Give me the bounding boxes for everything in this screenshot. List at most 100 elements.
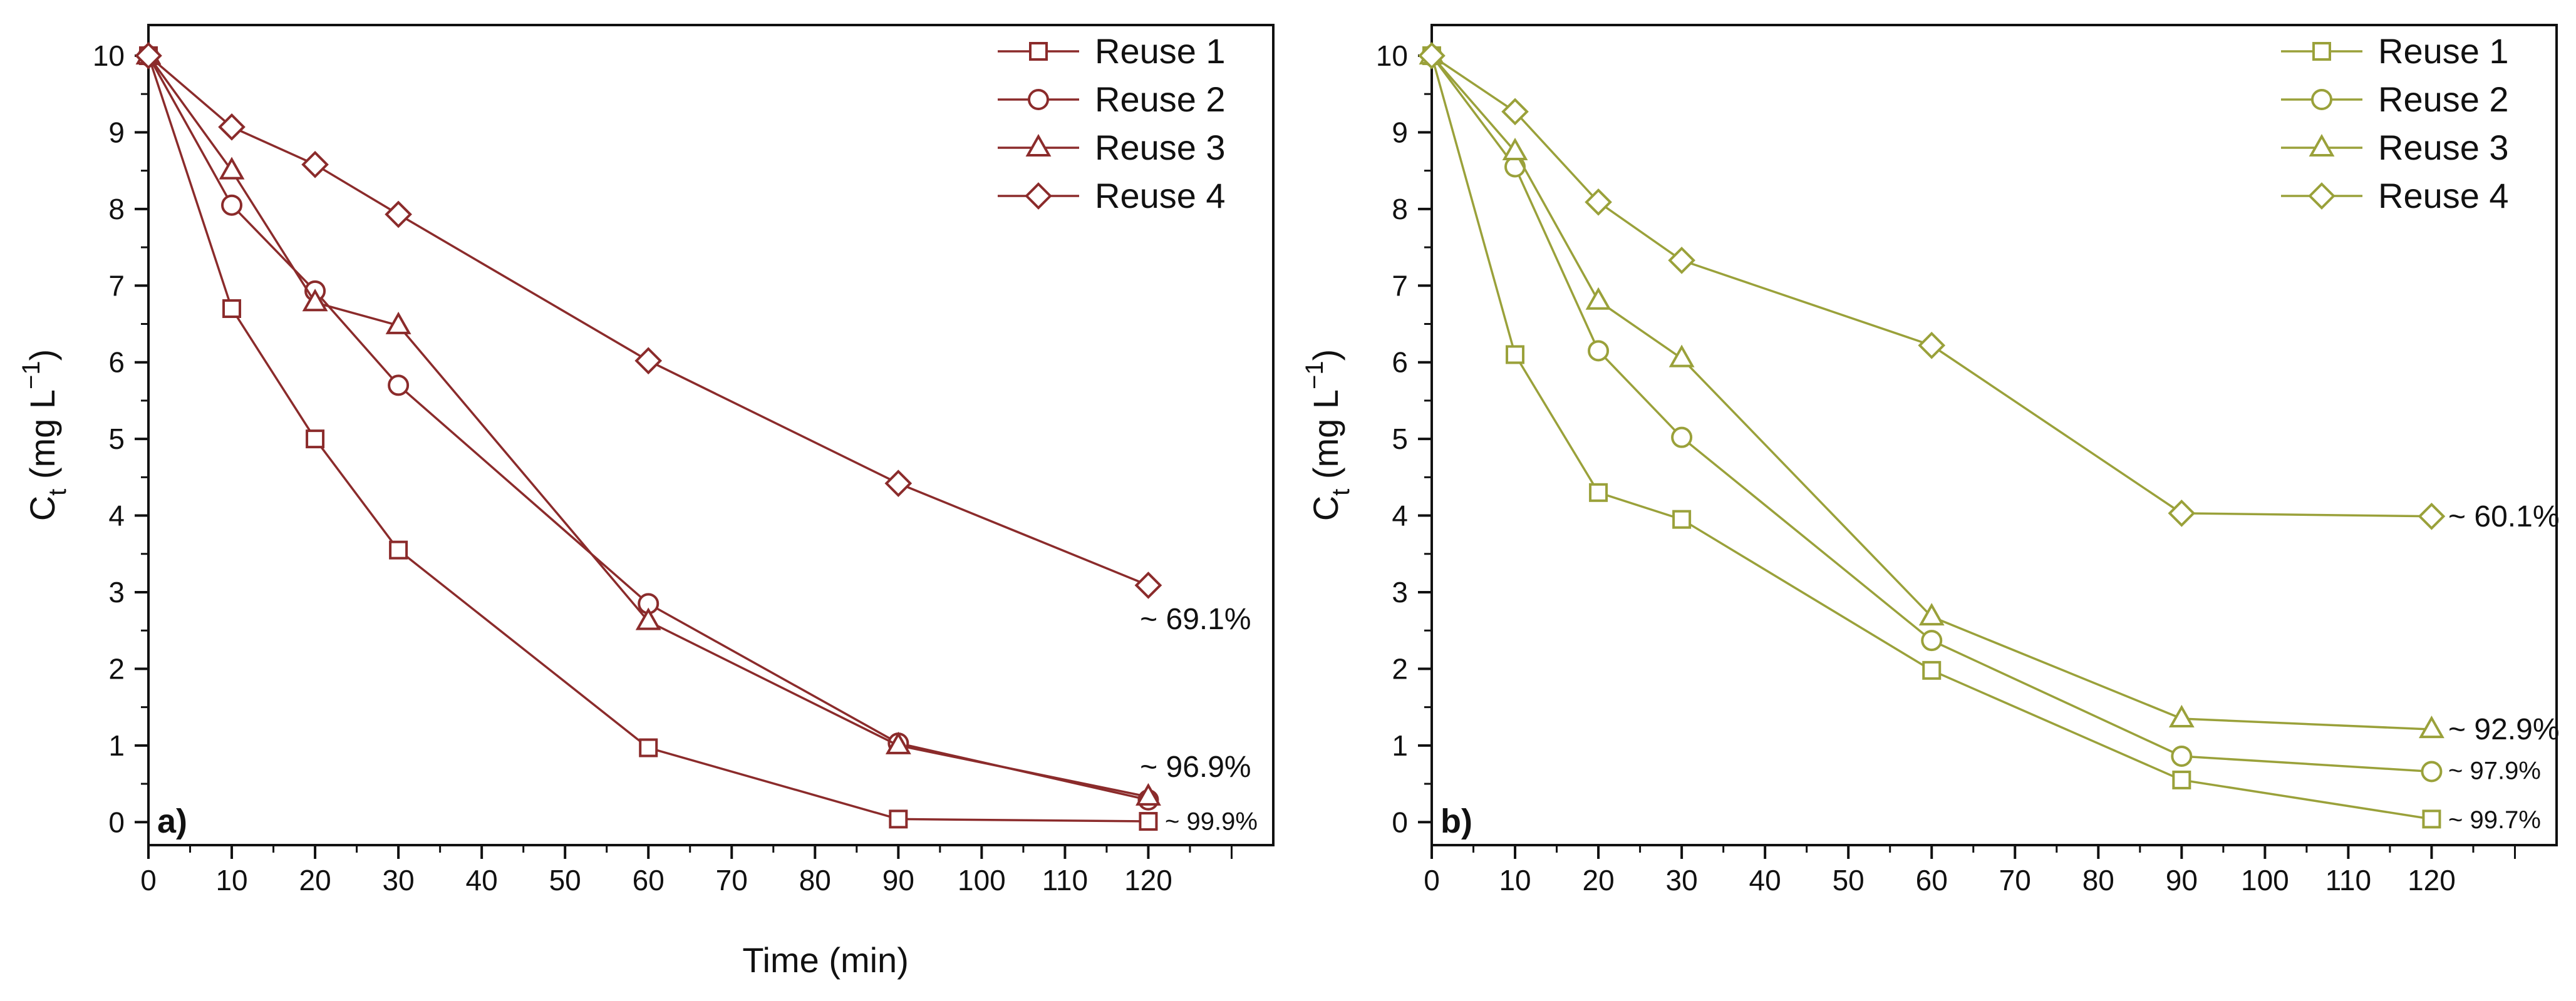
x-axis-title: Time (min) bbox=[742, 940, 908, 980]
x-tick-label: 60 bbox=[633, 864, 665, 896]
y-tick-label: 6 bbox=[108, 346, 125, 379]
series-reuse-4 bbox=[135, 42, 1162, 599]
legend-label: Reuse 1 bbox=[2378, 31, 2509, 71]
y-axis-title-sup: −1 bbox=[1301, 361, 1328, 389]
x-tick-label: 120 bbox=[1124, 864, 1172, 896]
series-line bbox=[147, 54, 1149, 587]
x-tick-label: 0 bbox=[140, 864, 157, 896]
data-point-circle bbox=[1921, 630, 1943, 652]
legend-label: Reuse 1 bbox=[1095, 31, 1226, 71]
series-reuse-1 bbox=[1422, 46, 2441, 829]
data-point-diamond bbox=[1134, 572, 1162, 599]
legend-marker-diamond bbox=[1025, 182, 1052, 210]
data-point-square bbox=[389, 540, 408, 560]
series-line bbox=[1431, 54, 2432, 518]
series-line bbox=[147, 55, 1149, 801]
percent-annotation: ~ 96.9% bbox=[1140, 751, 1251, 784]
x-tick-label: 90 bbox=[882, 864, 914, 896]
data-point-diamond bbox=[1918, 331, 1946, 359]
x-tick-label: 30 bbox=[383, 864, 415, 896]
y-axis-title: Ct (mg L−1) bbox=[1301, 349, 1355, 521]
x-tick-label: 100 bbox=[958, 864, 1006, 896]
data-point-triangle bbox=[1918, 603, 1945, 626]
legend-label: Reuse 2 bbox=[2378, 80, 2509, 119]
series-line bbox=[147, 54, 1149, 798]
x-tick-label: 20 bbox=[299, 864, 331, 896]
legend-label: Reuse 3 bbox=[1095, 128, 1226, 167]
x-tick-label: 20 bbox=[1582, 864, 1614, 896]
legend-marker-triangle bbox=[2309, 133, 2335, 157]
percent-annotation: ~ 99.7% bbox=[2448, 806, 2541, 834]
percent-annotation: ~ 97.9% bbox=[2448, 757, 2541, 784]
legend-item: Reuse 3 bbox=[998, 128, 1226, 167]
data-point-triangle bbox=[385, 311, 411, 334]
x-tick-label: 40 bbox=[1749, 864, 1781, 896]
x-tick-label: 110 bbox=[1042, 864, 1088, 896]
plot-frame bbox=[147, 24, 1275, 846]
y-axis-title-sub: t bbox=[44, 489, 71, 496]
legend-marker-triangle bbox=[1025, 133, 1052, 157]
data-point-square bbox=[639, 738, 658, 757]
y-axis-title: Ct (mg L−1) bbox=[18, 349, 71, 521]
percent-annotation: ~ 92.9% bbox=[2448, 713, 2559, 746]
data-point-triangle bbox=[219, 157, 245, 180]
y-tick-label: 0 bbox=[108, 806, 125, 838]
data-point-diamond bbox=[301, 150, 329, 178]
x-tick-label: 60 bbox=[1916, 864, 1948, 896]
y-tick-label: 0 bbox=[1392, 806, 1408, 838]
data-point-triangle bbox=[885, 731, 911, 754]
panel-b-chart: 0 10 20 30 40 50 60 70 80 90 100 110 120 0 1 2 3 4 5 6 7 8 9 10… bbox=[1301, 24, 2560, 896]
data-point-square bbox=[1922, 660, 1942, 680]
data-point-triangle bbox=[1668, 344, 1695, 367]
data-point-square bbox=[1589, 483, 1608, 502]
series-line bbox=[1430, 54, 2432, 731]
data-point-square bbox=[2422, 809, 2441, 829]
data-point-square bbox=[889, 809, 908, 829]
y-tick-label: 9 bbox=[108, 116, 125, 148]
data-point-triangle bbox=[2168, 704, 2195, 727]
legend: Reuse 1 Reuse 2 Reuse 3 Reuse 4 bbox=[2281, 31, 2509, 215]
legend-marker-circle bbox=[1028, 89, 1049, 110]
data-point-diamond bbox=[135, 42, 162, 69]
y-tick-label: 2 bbox=[108, 652, 125, 685]
data-point-diamond bbox=[634, 347, 663, 375]
x-tick-label: 10 bbox=[215, 864, 247, 896]
legend-marker-diamond bbox=[2308, 182, 2335, 210]
y-tick-label: 8 bbox=[1392, 193, 1408, 225]
legend-label: Reuse 4 bbox=[2378, 176, 2509, 215]
data-point-diamond bbox=[1668, 247, 1695, 274]
x-tick-label: 30 bbox=[1666, 864, 1698, 896]
y-tick-label: 7 bbox=[108, 269, 125, 302]
y-tick-label: 4 bbox=[108, 500, 125, 532]
data-point-diamond bbox=[1501, 98, 1529, 126]
legend-item: Reuse 4 bbox=[2281, 176, 2509, 215]
y-tick-label: 3 bbox=[108, 576, 125, 608]
data-point-circle bbox=[221, 194, 243, 216]
data-point-triangle bbox=[1585, 287, 1611, 310]
data-point-diamond bbox=[1418, 42, 1446, 69]
y-tick-label: 2 bbox=[1392, 652, 1408, 685]
y-tick-label: 7 bbox=[1392, 269, 1408, 302]
legend-item: Reuse 4 bbox=[998, 176, 1226, 215]
series-line bbox=[147, 55, 1149, 823]
y-tick-label: 5 bbox=[1392, 423, 1408, 455]
data-point-triangle bbox=[302, 289, 328, 312]
legend-label: Reuse 2 bbox=[1095, 80, 1226, 119]
y-axis-title-sup: −1 bbox=[18, 361, 45, 389]
y-tick-label: 1 bbox=[108, 729, 125, 762]
x-tick-label: 120 bbox=[2408, 864, 2456, 896]
data-point-circle bbox=[2171, 745, 2193, 767]
x-tick-label: 70 bbox=[1999, 864, 2031, 896]
legend-item: Reuse 1 bbox=[998, 31, 1226, 71]
data-point-square bbox=[2172, 770, 2191, 789]
legend-item: Reuse 2 bbox=[998, 80, 1226, 119]
data-point-square bbox=[306, 429, 325, 449]
y-axis-title-close: ) bbox=[1306, 349, 1345, 361]
x-tick-label: 90 bbox=[2166, 864, 2198, 896]
series-reuse-2 bbox=[138, 44, 1159, 811]
y-tick-label: 6 bbox=[1392, 346, 1408, 379]
legend-label: Reuse 4 bbox=[1095, 176, 1226, 215]
data-point-diamond bbox=[2418, 502, 2446, 530]
data-point-circle bbox=[1588, 340, 1610, 362]
